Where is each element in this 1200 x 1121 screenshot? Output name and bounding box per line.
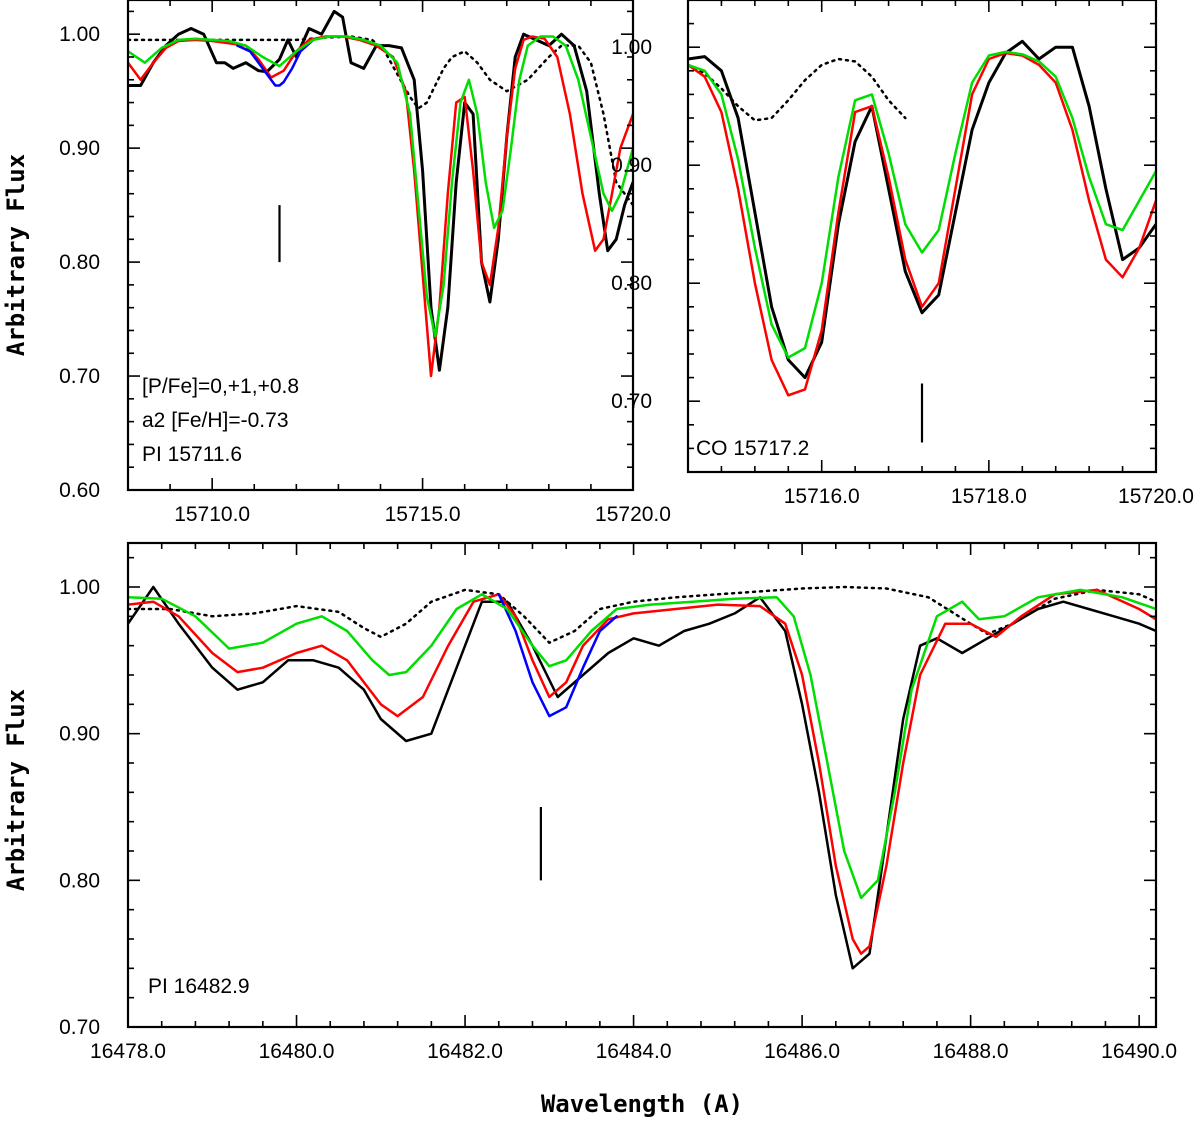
series-line-reference-no-p [128, 585, 1156, 644]
series-line-p-fe-1 [688, 51, 1156, 397]
plot-frame [126, 541, 1158, 1029]
y-tick-label: 1.00 [59, 23, 100, 46]
x-tick-label: 15720.0 [1118, 485, 1194, 508]
y-tick-label: 0.70 [59, 1016, 100, 1039]
annotation-p-fe-0-1-0-8: [P/Fe]=0,+1,+0.8 [142, 375, 299, 398]
y-tick-label: 0.80 [611, 272, 652, 295]
x-tick-label: 16490.0 [1101, 1040, 1177, 1063]
x-tick-label: 16486.0 [764, 1040, 840, 1063]
y-tick-label: 0.70 [611, 390, 652, 413]
annotation-a2-fe-h-0-73: a2 [Fe/H]=-0.73 [142, 409, 289, 432]
x-tick-label: 16482.0 [427, 1040, 503, 1063]
x-axis-title: Wavelength (A) [541, 1090, 743, 1118]
series-line-observed [128, 9, 633, 372]
panel-top-right: 15716.0 15718.0 15720.0 0.70 0.80 0.90 1.00 CO … [611, 0, 1194, 508]
y-tick-label: 0.80 [59, 251, 100, 274]
series-line-p-fe-0-8 [236, 38, 315, 87]
x-tick-label: 15718.0 [951, 485, 1027, 508]
series-line-p-fe-1 [128, 588, 1156, 955]
x-tick-label: 16478.0 [90, 1040, 166, 1063]
y-axis-title-bottom: Arbitrary Flux [2, 689, 30, 891]
panel-top-left: 15710.0 15715.0 15720.0 0.60 0.70 0.80 0.90 1.0… [59, 0, 671, 526]
y-tick-label: 1.00 [611, 36, 652, 59]
y-tick-label: 0.90 [59, 137, 100, 160]
y-tick-label: 0.90 [59, 723, 100, 746]
series-line-observed [128, 585, 1156, 970]
series-line-observed [688, 39, 1156, 380]
annotation-co-15717-2: CO 15717.2 [696, 437, 809, 460]
y-tick-label: 0.90 [611, 154, 652, 177]
x-tick-label: 15720.0 [595, 503, 671, 526]
x-tick-label: 16480.0 [259, 1040, 335, 1063]
annotation-pi-15711-6: PI 15711.6 [142, 443, 242, 466]
series-group [128, 585, 1156, 970]
y-tick-label: 0.70 [59, 365, 100, 388]
series-line-p-fe-0 [688, 50, 1156, 359]
series-group [128, 9, 633, 378]
x-tick-label: 15715.0 [385, 503, 461, 526]
series-group [688, 39, 1156, 397]
series-line-reference-no-p [688, 57, 907, 122]
y-tick-label: 0.80 [59, 869, 100, 892]
y-axis-title-top: Arbitrary Flux [2, 154, 30, 356]
series-line-p-fe-0 [128, 588, 1156, 900]
x-tick-label: 16484.0 [596, 1040, 672, 1063]
series-line-p-fe-0-8 [497, 593, 618, 718]
y-tick-label: 1.00 [59, 576, 100, 599]
series-line-p-fe-1 [128, 35, 633, 378]
series-line-p-fe-0 [128, 35, 633, 338]
annotation-pi-16482-9: PI 16482.9 [148, 975, 250, 998]
x-tick-label: 16488.0 [933, 1040, 1009, 1063]
x-tick-label: 15710.0 [174, 503, 250, 526]
y-tick-label: 0.60 [59, 479, 100, 502]
x-tick-label: 15716.0 [784, 485, 860, 508]
panel-bottom: 16478.0 16480.0 16482.0 16484.0 16486.0 16488… [59, 541, 1177, 1063]
